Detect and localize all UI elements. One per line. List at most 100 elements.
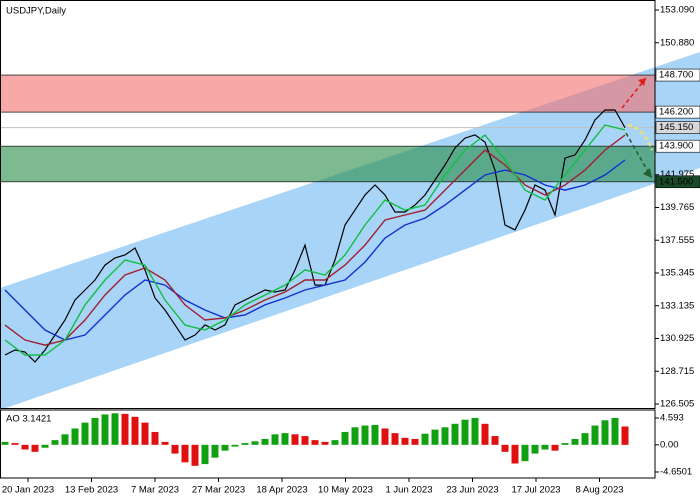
x-tick-label: 13 Feb 2023 <box>65 485 118 496</box>
zone <box>0 145 656 183</box>
y-tick-label: 141.975 <box>660 169 694 180</box>
ao-bar <box>351 427 359 445</box>
ao-bar <box>371 424 379 445</box>
moving-average <box>4 159 626 341</box>
ao-bar <box>141 422 149 445</box>
ao-bar <box>441 427 449 445</box>
y-tick-label: 150.880 <box>660 37 694 48</box>
ao-bar <box>251 441 259 445</box>
x-tick-label: 1 Jun 2023 <box>385 485 432 496</box>
ao-bar <box>211 444 219 458</box>
ao-bar <box>11 443 19 445</box>
ao-bar <box>261 438 269 445</box>
ao-bar <box>181 444 189 463</box>
ao-bar <box>611 417 619 445</box>
ao-bar <box>451 423 459 445</box>
ao-bar <box>111 413 119 445</box>
ao-bar <box>571 438 579 445</box>
arrow-side <box>627 123 654 151</box>
ao-bar <box>591 425 599 445</box>
ao-bar <box>321 441 329 445</box>
y-tick-label: 135.345 <box>660 268 694 279</box>
ao-title: AO 3.1421 <box>6 414 51 425</box>
ao-bar <box>331 440 339 445</box>
y-tick-label: 139.765 <box>660 202 694 213</box>
ao-bar <box>151 431 159 445</box>
ao-bar <box>191 444 199 466</box>
ao-bar <box>291 434 299 445</box>
ao-bar <box>101 414 109 445</box>
price-channel <box>0 52 700 410</box>
ao-frame <box>0 409 656 479</box>
moving-average <box>4 134 626 346</box>
arrow-down <box>625 132 651 176</box>
arrow-down-head <box>643 168 652 178</box>
level-label: 143.900 <box>659 141 693 152</box>
x-tick-label: 8 Aug 2023 <box>575 485 623 496</box>
level-label: 145.150 <box>659 122 693 133</box>
main-frame <box>0 0 656 409</box>
level-label: 141.500 <box>659 176 693 187</box>
ao-bar <box>221 444 229 451</box>
ao-bar <box>21 444 29 450</box>
ao-bar <box>551 444 559 451</box>
ao-bar <box>541 444 549 450</box>
ao-bar <box>401 437 409 445</box>
x-tick-label: 10 May 2023 <box>318 485 373 496</box>
ao-bar <box>481 423 489 445</box>
ao-bar <box>281 433 289 445</box>
ao-bar <box>31 444 39 452</box>
ao-bar <box>171 444 179 454</box>
ao-bar <box>501 444 509 452</box>
level-label-box <box>655 105 700 119</box>
ao-bar <box>241 443 249 445</box>
ao-bar <box>511 444 519 464</box>
zone <box>0 74 656 113</box>
ao-bar <box>131 416 139 445</box>
x-tick-label: 18 Apr 2023 <box>256 485 307 496</box>
ao-bar <box>471 417 479 445</box>
arrow-up-head <box>638 78 646 86</box>
ao-bar <box>301 436 309 445</box>
ao-bar <box>531 444 539 454</box>
ao-bar <box>271 434 279 445</box>
ao-bar <box>51 440 59 445</box>
level-label: 146.200 <box>659 107 693 118</box>
moving-average <box>4 124 626 356</box>
ao-bar <box>561 443 569 445</box>
y-tick-label: 4.593 <box>660 413 684 424</box>
ao-bar <box>461 419 469 445</box>
level-label-box <box>655 68 700 82</box>
level-label-box <box>655 121 700 134</box>
ao-bar <box>581 433 589 445</box>
ao-bar <box>361 425 369 445</box>
ao-bar <box>91 417 99 445</box>
y-tick-label: 128.715 <box>660 366 694 377</box>
y-tick-label: -4.6501 <box>660 466 692 477</box>
price-line <box>4 109 626 363</box>
y-tick-label: 0.00 <box>660 439 679 450</box>
x-tick-label: 20 Jan 2023 <box>2 485 54 496</box>
ao-bar <box>421 433 429 445</box>
x-tick-label: 23 Jun 2023 <box>446 485 498 496</box>
ao-bar <box>391 433 399 445</box>
x-tick-label: 7 Mar 2023 <box>131 485 179 496</box>
ao-bar <box>311 440 319 445</box>
ao-bar <box>81 422 89 445</box>
y-tick-label: 153.090 <box>660 5 694 16</box>
ao-bar <box>1 441 9 445</box>
ao-bar <box>161 441 169 445</box>
ao-bar <box>41 444 49 448</box>
ao-bar <box>601 420 609 445</box>
level-label-box <box>655 175 700 189</box>
ao-bar <box>411 438 419 445</box>
ao-bar <box>431 429 439 445</box>
level-label: 148.700 <box>659 70 693 81</box>
y-tick-label: 126.505 <box>660 399 694 410</box>
ao-bar <box>61 434 69 445</box>
ao-bar <box>231 444 239 447</box>
y-tick-label: 137.555 <box>660 235 694 246</box>
ao-bar <box>201 444 209 465</box>
x-tick-label: 17 Jul 2023 <box>511 485 560 496</box>
